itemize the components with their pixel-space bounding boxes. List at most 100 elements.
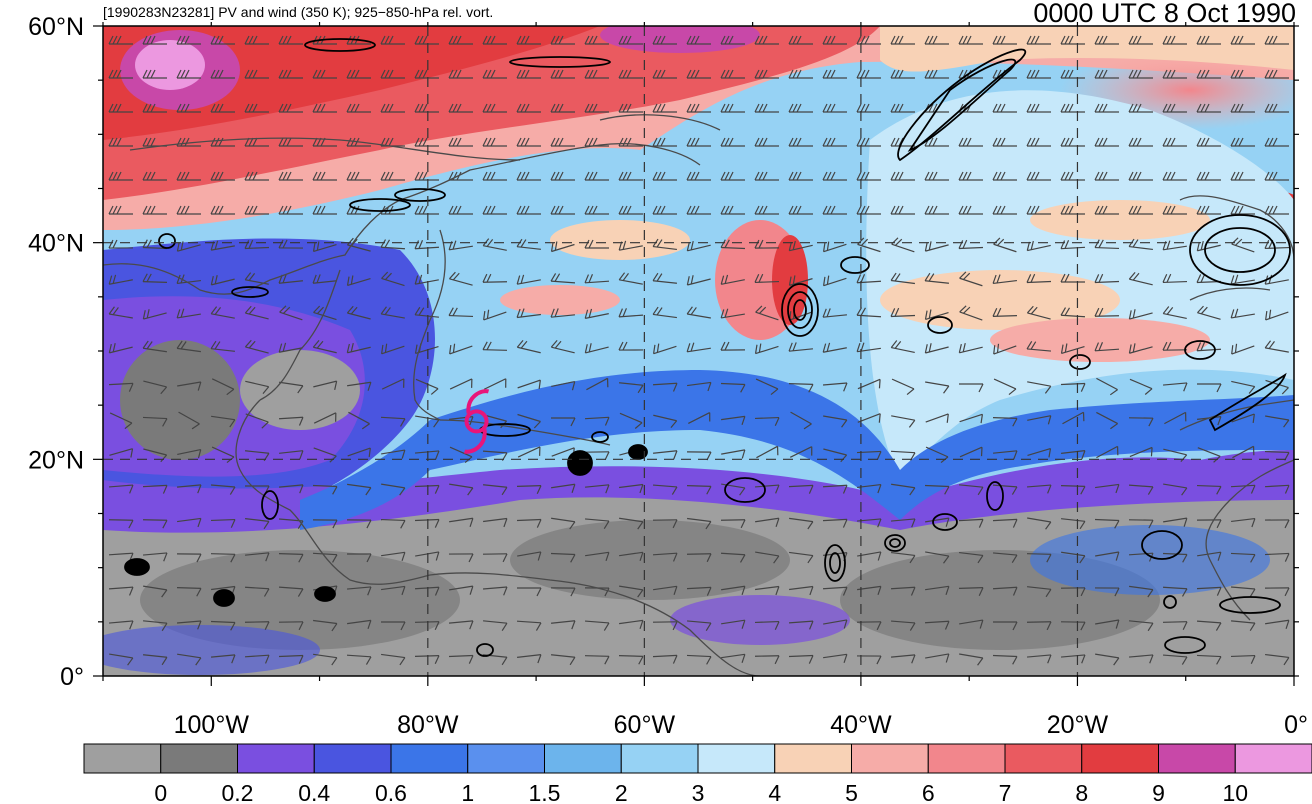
wind-barb [108, 171, 133, 181]
wind-barb [482, 273, 508, 283]
wind-barb [482, 137, 507, 147]
colorbar-swatch [697, 743, 776, 774]
wind-barb [788, 654, 814, 664]
colorbar-swatch [1158, 743, 1236, 774]
wind-barb [449, 585, 474, 595]
wind-barb [244, 35, 269, 45]
wind-barb [584, 518, 610, 529]
wind-barb [992, 137, 1017, 147]
wind-barb [1094, 103, 1119, 113]
wind-barb [1230, 552, 1256, 563]
wind-barb [244, 339, 269, 354]
wind-barb [584, 103, 609, 113]
wind-barb [992, 518, 1018, 528]
wind-barb [788, 171, 813, 181]
wind-barb [278, 35, 303, 45]
wind-barb [754, 103, 779, 113]
wind-barb [278, 69, 303, 79]
wind-barb [890, 340, 915, 354]
colorbar-label: 10 [1222, 780, 1248, 804]
wind-barb [482, 35, 507, 45]
wind-barb [584, 205, 609, 215]
colorbar-swatch [620, 743, 699, 774]
wind-barb [584, 343, 609, 354]
wind-barb [211, 415, 236, 428]
wind-barb [550, 273, 576, 284]
wind-barb [652, 306, 677, 319]
wind-barb [210, 137, 235, 147]
wind-barb [1128, 417, 1154, 427]
wind-barb [1128, 343, 1153, 354]
colorbar-swatch [774, 743, 852, 774]
wind-barb [754, 343, 779, 355]
wind-barb [177, 653, 202, 666]
wind-barb [1026, 205, 1051, 215]
wind-barb [551, 620, 576, 630]
wind-barb [1196, 519, 1222, 529]
wind-barb [822, 241, 847, 253]
wind-barb [652, 519, 678, 529]
wind-barb [1095, 551, 1120, 561]
wind-barb [1027, 586, 1052, 598]
wind-barb [1162, 103, 1187, 113]
wind-barb [245, 413, 269, 429]
wind-barb [1230, 35, 1255, 45]
wind-barb [381, 551, 406, 561]
wind-barb [1196, 586, 1222, 596]
wind-barb [414, 518, 440, 528]
colorbar-label: 0.6 [375, 780, 407, 804]
wind-barb [686, 275, 711, 286]
wind-barb [1162, 306, 1187, 320]
wind-barb [244, 103, 269, 113]
wind-barb [516, 35, 541, 45]
wind-barb [550, 137, 575, 147]
wind-barb [993, 378, 1017, 396]
wind-barb [176, 553, 202, 563]
wind-barb [551, 483, 576, 493]
wind-barb [517, 654, 542, 664]
latitude-label: 20°N [28, 446, 84, 474]
wind-barb [686, 69, 711, 79]
wind-barb [822, 69, 847, 79]
wind-barb [347, 483, 372, 496]
wind-barb [346, 69, 371, 79]
wind-barb [924, 171, 949, 181]
wind-barb [822, 275, 847, 287]
wind-barb [414, 69, 439, 79]
wind-barb [1128, 103, 1153, 113]
wind-barb [788, 620, 814, 630]
wind-barb [1196, 484, 1222, 495]
wind-barb [1162, 35, 1187, 45]
wind-barb [1026, 171, 1051, 181]
wind-barb [1162, 205, 1187, 215]
wind-barb [1162, 621, 1188, 631]
wind-barb [1196, 137, 1221, 147]
wind-barb [754, 69, 779, 79]
wind-barb [108, 343, 133, 354]
wind-barb [550, 103, 575, 113]
wind-barb [142, 309, 167, 320]
wind-barb [924, 205, 949, 215]
wind-barb [891, 378, 915, 396]
wind-barb [176, 69, 201, 79]
wind-barb [346, 519, 372, 529]
wind-barb [653, 414, 678, 429]
wind-barb [482, 103, 507, 113]
wind-barb [550, 171, 575, 181]
wind-barb [482, 205, 507, 215]
wind-barb [992, 171, 1017, 181]
wind-barb [143, 585, 168, 598]
wind-barb [959, 446, 983, 458]
wind-barb [346, 103, 371, 113]
wind-barb [687, 517, 712, 530]
wind-barb [210, 205, 235, 215]
wind-barb [143, 380, 168, 395]
wind-barb [1095, 653, 1120, 666]
wind-barb [449, 517, 474, 527]
wind-barb [517, 413, 541, 429]
wind-barb [278, 239, 304, 249]
wind-barb [551, 654, 576, 666]
wind-barb [652, 343, 677, 355]
wind-barb [177, 517, 202, 528]
wind-barb [618, 655, 644, 665]
